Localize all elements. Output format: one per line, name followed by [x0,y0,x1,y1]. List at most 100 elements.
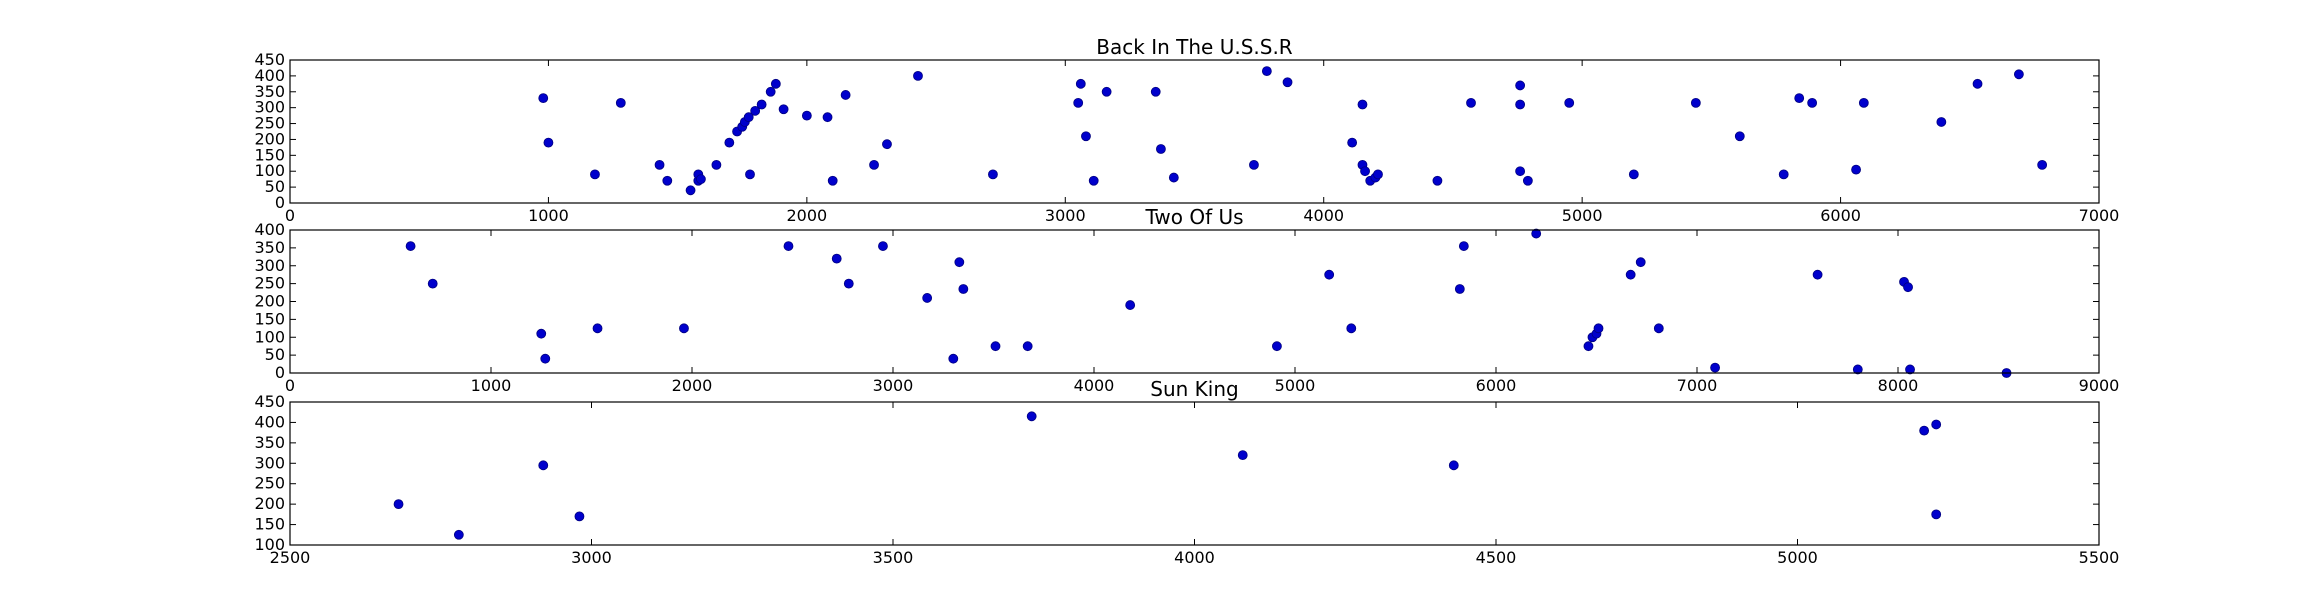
data-point-3-1 [393,499,404,510]
data-point-1-35 [1101,86,1112,97]
data-point-1-26 [840,90,851,100]
data-point-1-65 [1972,78,1983,89]
data-point-1-60 [1794,93,1805,104]
y-tick-label: 200 [254,292,285,311]
y-tick-label: 200 [254,494,285,513]
data-point-1-2 [543,137,554,148]
data-point-1-34 [1088,175,1099,186]
y-tick-label: 350 [254,238,285,257]
data-point-1-30 [988,169,998,180]
data-point-3-2 [453,529,464,540]
x-tick-label: 4000 [1074,376,1115,395]
data-point-1-51 [1515,80,1526,91]
x-tick-label: 2500 [270,548,311,567]
data-point-1-10 [696,174,706,185]
data-point-1-57 [1690,98,1701,108]
x-tick-label: 8000 [1878,376,1919,395]
data-point-2-20 [1346,323,1357,334]
data-point-3-5 [1026,411,1037,422]
x-tick-label: 5500 [2079,548,2120,567]
y-tick-label: 250 [254,274,285,293]
data-point-2-17 [1125,300,1136,310]
data-point-1-5 [654,159,665,170]
y-tick-label: 150 [254,309,285,328]
chart-title: Sun King [1150,377,1238,401]
data-point-1-63 [1858,98,1869,108]
y-tick-label: 0 [275,193,285,212]
x-tick-label: 5000 [1275,376,1316,395]
y-tick-label: 450 [254,50,285,69]
data-point-2-35 [1903,282,1913,293]
data-point-1-49 [1432,175,1443,186]
data-point-1-33 [1081,131,1091,142]
data-point-2-33 [1852,364,1863,375]
chart-3: 2500 3000 3500 4000 4500 5000 5500100150200250… [254,377,2119,567]
data-point-1-32 [1075,78,1086,89]
y-tick-label: 250 [254,474,285,493]
y-tick-label: 100 [254,535,285,554]
data-point-2-4 [540,353,551,364]
data-point-1-67 [2037,159,2048,170]
data-point-1-40 [1261,66,1272,77]
y-tick-label: 350 [254,82,285,101]
data-point-1-58 [1734,131,1745,142]
data-point-2-5 [592,323,603,334]
data-point-2-19 [1324,269,1335,280]
data-point-1-52 [1515,99,1526,110]
data-point-3-7 [1448,460,1459,471]
data-point-3-3 [538,460,549,471]
data-point-2-36 [1905,364,1915,375]
data-point-1-55 [1564,98,1575,108]
data-point-1-41 [1282,77,1293,88]
x-tick-label: 5000 [1777,548,1818,567]
x-tick-label: 1000 [471,376,512,395]
x-tick-label: 5000 [1562,206,1603,225]
y-tick-label: 300 [254,98,285,117]
x-tick-label: 6000 [1476,376,1517,395]
data-point-1-16 [743,112,754,123]
data-point-2-10 [878,241,888,251]
x-tick-label: 4500 [1476,548,1517,567]
data-point-3-9 [1931,419,1942,430]
data-point-1-7 [685,185,696,196]
plot-frame [289,229,2100,374]
data-point-1-54 [1522,175,1533,186]
data-point-2-23 [1531,228,1542,239]
data-point-3-8 [1919,425,1930,436]
x-tick-label: 0 [285,206,295,225]
data-point-1-11 [711,159,722,170]
y-tick-label: 400 [254,220,285,239]
y-tick-label: 350 [254,433,285,452]
data-point-1-24 [822,112,833,123]
data-point-3-4 [574,511,585,522]
y-tick-label: 400 [254,66,285,85]
data-point-1-4 [615,98,626,108]
data-point-1-31 [1073,98,1084,108]
data-point-1-43 [1357,99,1368,110]
x-tick-label: 2000 [786,206,827,225]
y-tick-label: 250 [254,114,285,133]
y-tick-label: 450 [254,392,285,411]
data-point-2-14 [958,284,969,294]
data-point-1-66 [2013,69,2024,80]
y-tick-label: 100 [254,327,285,346]
data-point-1-19 [745,169,755,180]
chart-1: 0 1000 2000 3000 4000 5000 6000 7000 05010015020… [254,35,2119,225]
data-point-2-7 [783,241,794,251]
data-point-2-2 [427,278,438,289]
data-point-1-50 [1466,98,1476,108]
data-point-1-53 [1515,166,1526,177]
plot-frame [289,401,2100,546]
data-point-2-9 [843,278,854,289]
data-point-1-59 [1778,169,1789,180]
chart-title: Back In The U.S.S.R [1096,35,1293,59]
data-point-1-36 [1150,86,1161,97]
y-tick-label: 50 [265,345,285,364]
data-point-3-6 [1237,450,1248,461]
y-tick-label: 200 [254,129,285,148]
data-point-1-28 [882,139,892,150]
x-tick-label: 0 [285,376,295,395]
data-point-2-22 [1458,241,1469,251]
data-point-2-24 [1583,341,1594,352]
